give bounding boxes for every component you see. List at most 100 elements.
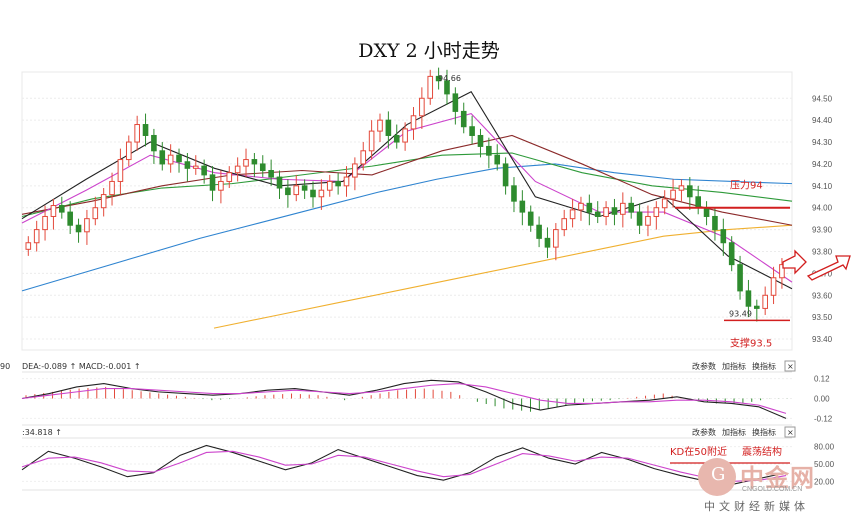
close-panel-button[interactable] [784, 360, 796, 372]
candle-body [519, 200, 526, 213]
candle-body [176, 154, 182, 163]
candle-body [352, 163, 358, 178]
candle-body [494, 154, 501, 165]
candle-body [360, 150, 367, 165]
candle-body [578, 202, 584, 211]
arrow-right-icon [782, 249, 807, 275]
candle-body [460, 110, 467, 128]
candle-body [58, 205, 65, 213]
moving-average-line [213, 224, 793, 329]
main-y-tick-label: 94.50 [812, 94, 833, 103]
candle-body [620, 202, 626, 215]
candle-body [502, 163, 509, 187]
candle-body [594, 211, 601, 217]
subpanel-y-tick: 80.00 [814, 443, 835, 452]
candle-body [142, 124, 149, 136]
candle-body [419, 97, 425, 117]
candle-body [192, 165, 199, 169]
close-icon: × [787, 428, 794, 437]
candle-body [209, 174, 216, 191]
watermark-logo: G 中金网 CNGOLD.COM.CN 中文财经新媒体 [698, 458, 848, 518]
candle-body [268, 170, 274, 178]
candle-body [42, 215, 48, 231]
indicator-button-1[interactable]: 加指标 [722, 361, 746, 371]
candle-body [67, 211, 73, 226]
candle-body [477, 134, 484, 147]
indicator-button-0[interactable]: 改参数 [692, 427, 716, 437]
candle-body [536, 224, 542, 239]
candle-body [326, 180, 333, 191]
candle-body [368, 130, 375, 152]
candle-body [553, 229, 559, 248]
main-y-tick-label: 93.40 [812, 335, 833, 344]
indicator-button-1[interactable]: 加指标 [722, 427, 746, 437]
candle-body [402, 128, 408, 143]
arrow-up-right-icon [806, 255, 851, 281]
main-panel-frame [21, 71, 793, 351]
subpanel-y-tick: 0.12 [814, 375, 830, 384]
candle-body [645, 215, 651, 226]
main-y-tick-label: 93.50 [812, 313, 833, 322]
kd-k-line [21, 444, 787, 485]
high-price-label: 94.66 [438, 74, 461, 83]
low-price-label: 93.49 [729, 309, 752, 318]
candle-body [444, 80, 450, 95]
moving-average-line [21, 90, 793, 290]
indicator-button-0[interactable]: 改参数 [692, 361, 716, 371]
main-y-tick-label: 94.00 [812, 204, 833, 213]
candle-body [737, 264, 743, 292]
indicator-button-2[interactable]: 换指标 [752, 361, 776, 371]
candle-body [385, 119, 392, 136]
candle-body [251, 159, 258, 165]
candle-body [276, 176, 283, 189]
candle-body [687, 185, 693, 198]
logo-badge-icon: G [698, 458, 736, 496]
candle-body [670, 189, 676, 200]
candle-body [377, 119, 383, 132]
watermark-url: CNGOLD.COM.CN [742, 486, 803, 493]
support-label: 支撑93.5 [730, 336, 772, 349]
indicator-button-2[interactable]: 换指标 [752, 427, 776, 437]
candle-body [628, 202, 635, 213]
kd-d-line [21, 450, 787, 482]
candle-body [586, 202, 593, 213]
candle-body [527, 211, 534, 226]
candle-body [293, 185, 300, 196]
candle-body [435, 75, 442, 82]
candle-body [544, 237, 551, 248]
candle-body [218, 180, 224, 191]
subpanel-y-tick: 20.00 [814, 477, 835, 486]
candle-body [167, 154, 174, 165]
subpanel-y-tick: 0.00 [814, 395, 830, 404]
main-y-tick-label: 94.20 [812, 160, 833, 169]
candle-body [511, 185, 517, 202]
candle-body [84, 218, 90, 233]
candle-body [393, 134, 400, 143]
candle-body [653, 207, 660, 217]
macd-header-fragment: 90 [0, 362, 10, 371]
candle-body [151, 134, 157, 152]
main-y-tick-label: 93.80 [812, 247, 833, 256]
candle-body [712, 215, 718, 231]
main-y-tick-label: 94.40 [812, 116, 833, 125]
candle-body [285, 187, 291, 196]
moving-average-line [21, 163, 793, 292]
candle-body [343, 176, 350, 187]
resistance-label: 压力94 [730, 179, 763, 192]
candle-body [728, 242, 735, 266]
candle-body [318, 189, 325, 198]
candle-body [109, 180, 115, 196]
main-y-tick-label: 93.60 [812, 291, 833, 300]
candle-body [427, 75, 434, 99]
candle-body [50, 205, 57, 217]
candle-body [611, 207, 618, 215]
candle-body [678, 185, 685, 191]
candle-body [469, 126, 475, 136]
close-icon: × [787, 362, 794, 371]
watermark-name: 中金网 [740, 464, 815, 492]
main-y-tick-label: 94.30 [812, 138, 833, 147]
macd-dif-line [21, 379, 787, 419]
close-panel-button[interactable] [784, 426, 796, 438]
candle-body [410, 115, 417, 130]
